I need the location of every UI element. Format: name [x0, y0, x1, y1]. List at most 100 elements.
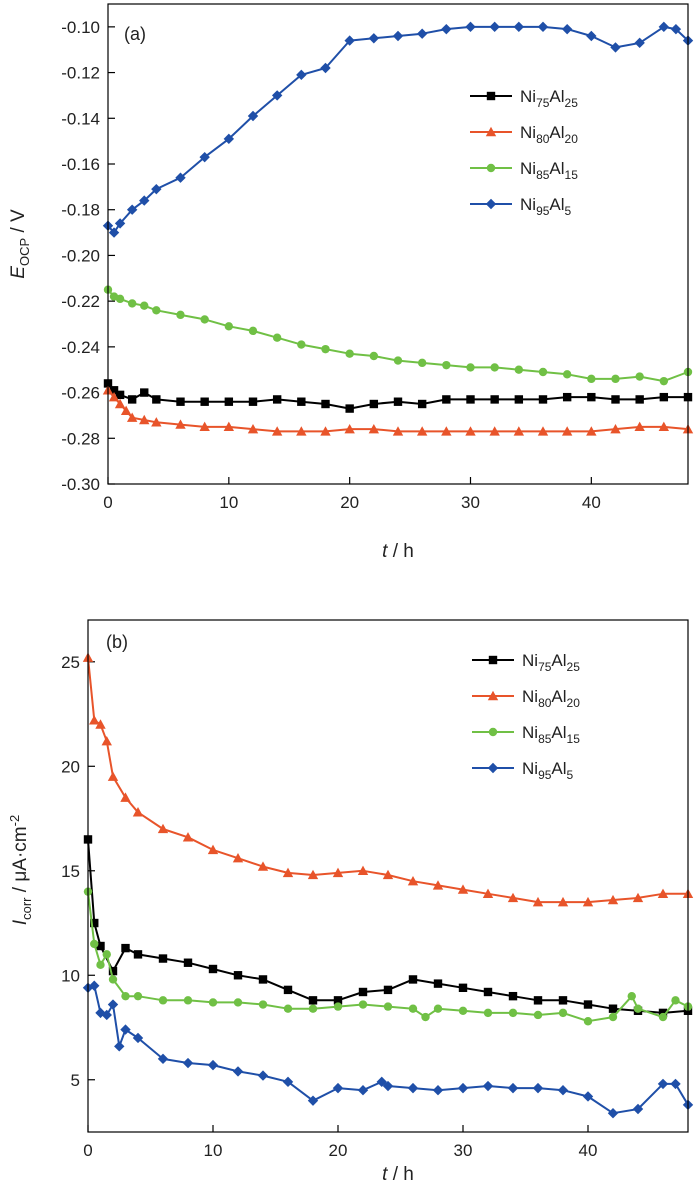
x-tick-label-b-0: 0: [83, 1141, 92, 1160]
data-point-a-3-23: [586, 30, 597, 42]
y-tick-label-a-7: -0.16: [61, 155, 100, 174]
data-point-b-3-28: [632, 1103, 644, 1115]
data-point-b-3-13: [282, 1076, 294, 1088]
data-point-b-2-5: [121, 991, 130, 1001]
legend-item-b-0: Ni75Al25: [472, 651, 580, 674]
data-point-b-3-17: [376, 1076, 387, 1088]
data-point-b-2-10: [233, 998, 243, 1007]
data-point-a-0-14: [369, 399, 379, 409]
data-point-a-2-8: [224, 322, 234, 331]
data-point-a-3-5: [151, 183, 162, 195]
legend-item-a-0: Ni75Al25: [470, 87, 578, 110]
data-point-b-3-9: [182, 1057, 194, 1069]
y-tick-label-b-0: 5: [71, 1071, 80, 1090]
legend-label-b-2: Ni85Al15: [522, 723, 580, 746]
data-point-a-2-7: [200, 315, 209, 324]
data-point-b-1-24: [582, 896, 594, 907]
data-point-b-0-23: [583, 1000, 593, 1009]
data-point-a-0-21: [538, 395, 548, 404]
data-point-b-0-4: [121, 943, 130, 953]
data-point-a-0-26: [659, 392, 669, 402]
data-point-b-2-7: [158, 996, 168, 1005]
panel-a: 0 10 20 30 40 -0.30 -0.28 -0.26 -0.24 -0.22 -0.20 -…: [8, 3, 694, 562]
data-point-b-2-9: [208, 998, 218, 1007]
data-point-b-3-24: [532, 1082, 544, 1094]
data-point-b-2-24: [558, 1008, 568, 1018]
data-point-a-1-20: [489, 426, 500, 436]
data-point-b-2-6: [133, 991, 143, 1001]
data-point-a-0-5: [152, 395, 161, 404]
data-point-a-2-11: [297, 340, 306, 349]
data-point-b-3-3: [101, 1009, 112, 1021]
data-point-a-0-22: [562, 392, 572, 402]
data-point-a-0-20: [514, 395, 524, 404]
data-point-b-3-18: [382, 1080, 394, 1092]
legend-item-a-3: Ni95Al5: [470, 195, 572, 218]
y-tick-label-b-2: 15: [61, 862, 80, 881]
data-point-a-0-7: [200, 397, 209, 406]
data-point-a-2-14: [369, 351, 379, 361]
data-point-a-3-11: [296, 69, 307, 81]
y-tick-label-b-3: 20: [61, 757, 80, 776]
data-point-b-1-18: [432, 880, 444, 890]
data-point-a-1-22: [537, 426, 549, 436]
y-tick-label-a-3: -0.24: [61, 338, 100, 357]
data-point-b-2-11: [258, 1000, 268, 1009]
data-point-a-0-10: [272, 395, 282, 404]
data-point-a-2-16: [417, 358, 427, 368]
data-point-b-3-27: [607, 1107, 619, 1119]
data-point-a-0-12: [321, 399, 330, 409]
data-point-a-0-19: [490, 395, 499, 404]
data-point-a-2-18: [466, 363, 475, 372]
data-point-b-1-10: [232, 853, 244, 863]
data-point-a-3-16: [416, 28, 428, 39]
data-point-b-2-20: [458, 1006, 468, 1015]
data-point-a-2-3: [127, 299, 137, 308]
data-point-a-1-27: [658, 421, 670, 432]
data-point-b-2-4: [108, 975, 118, 984]
data-point-b-2-15: [358, 1000, 368, 1009]
data-point-a-0-1: [109, 386, 119, 395]
legend-marker-b-0: [488, 655, 498, 665]
data-point-a-2-10: [272, 333, 282, 342]
series-b-2: [83, 887, 693, 1026]
data-point-b-1-14: [332, 867, 344, 878]
series-line-a-0: [107, 382, 688, 410]
data-point-a-1-1: [108, 391, 120, 402]
data-point-a-1-13: [320, 426, 331, 436]
data-point-b-2-26: [608, 1012, 618, 1022]
data-point-a-0-16: [417, 399, 427, 409]
data-point-b-1-7: [157, 823, 169, 834]
data-point-b-3-5: [114, 1041, 125, 1052]
data-point-a-1-15: [368, 423, 380, 434]
data-point-b-3-29: [657, 1078, 669, 1090]
data-point-b-1-4: [107, 771, 119, 781]
data-point-b-1-2: [95, 719, 106, 729]
legend-item-b-1: Ni80Al20: [472, 687, 580, 710]
data-point-b-1-17: [407, 876, 419, 886]
axes-frame-b: [87, 619, 689, 1133]
series-a-1: [102, 385, 694, 436]
data-point-b-0-1: [90, 918, 99, 928]
data-point-b-0-14: [358, 987, 368, 997]
legend-item-b-3: Ni95Al5: [472, 759, 574, 782]
data-point-a-1-16: [392, 426, 404, 436]
data-point-a-0-25: [635, 395, 644, 404]
data-point-a-3-17: [441, 23, 452, 35]
series-line-a-3: [107, 25, 689, 234]
series-line-b-1: [87, 657, 688, 904]
data-point-b-1-1: [89, 715, 100, 725]
data-point-a-2-2: [115, 294, 125, 304]
data-point-b-3-26: [582, 1091, 594, 1102]
legend-label-b-0: Ni75Al25: [522, 651, 580, 674]
data-point-a-2-25: [635, 372, 644, 381]
series-b-0: [83, 835, 693, 1018]
data-point-b-1-23: [557, 896, 569, 907]
data-point-a-3-7: [199, 151, 210, 163]
data-point-a-1-10: [247, 423, 259, 434]
data-point-a-0-2: [115, 390, 125, 400]
data-point-a-3-13: [344, 35, 355, 46]
data-point-b-0-11: [283, 985, 293, 995]
legend-item-a-2: Ni85Al15: [470, 159, 578, 182]
data-point-a-3-26: [658, 21, 670, 33]
